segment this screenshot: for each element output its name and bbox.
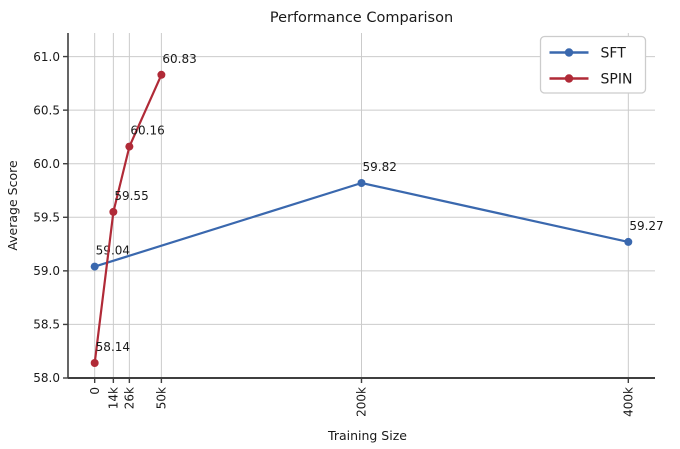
spin-point-label-3: 60.83	[162, 52, 196, 66]
x-tick-label-14k: 14k	[107, 387, 121, 409]
sft-point-label-2: 59.27	[629, 219, 663, 233]
legend-marker-spin	[564, 74, 574, 83]
spin-point-label-1: 59.55	[114, 189, 148, 203]
sft-point-label-0: 59.04	[96, 244, 130, 258]
legend-marker-sft	[564, 48, 574, 57]
x-tick-label-0: 0	[88, 387, 102, 395]
y-tick-label-60.5: 60.5	[33, 103, 60, 117]
spin-line	[93, 74, 163, 364]
y-tick-label-59.0: 59.0	[33, 264, 60, 278]
y-tick-label-61.0: 61.0	[33, 50, 60, 64]
legend-label-sft: SFT	[601, 46, 627, 62]
sft-marker-0	[90, 262, 99, 271]
legend-label-spin: SPIN	[601, 72, 633, 88]
y-tick-label-58.5: 58.5	[33, 318, 60, 332]
spin-marker-1	[109, 207, 118, 216]
x-tick-label-50k: 50k	[155, 387, 169, 409]
y-tick-label-58.0: 58.0	[33, 371, 60, 385]
x-tick-label-400k: 400k	[622, 387, 636, 417]
x-tick-label-200k: 200k	[355, 387, 369, 417]
sft-marker-2	[624, 237, 633, 246]
sft-marker-1	[357, 179, 366, 187]
spin-marker-2	[125, 142, 134, 151]
sft-point-label-1: 59.82	[363, 160, 397, 174]
x-tick-label-26k: 26k	[123, 387, 137, 409]
spin-marker-3	[157, 70, 166, 79]
chart-title: Performance Comparison	[270, 10, 453, 26]
y-axis-label: Average Score	[5, 160, 20, 251]
spin-point-label-0: 58.14	[96, 340, 130, 354]
x-axis-label: Training Size	[327, 428, 407, 443]
y-tick-label-59.5: 59.5	[33, 210, 60, 224]
y-tick-label-60.0: 60.0	[33, 157, 60, 171]
spin-marker-0	[90, 359, 99, 367]
spin-point-label-2: 60.16	[130, 124, 164, 138]
